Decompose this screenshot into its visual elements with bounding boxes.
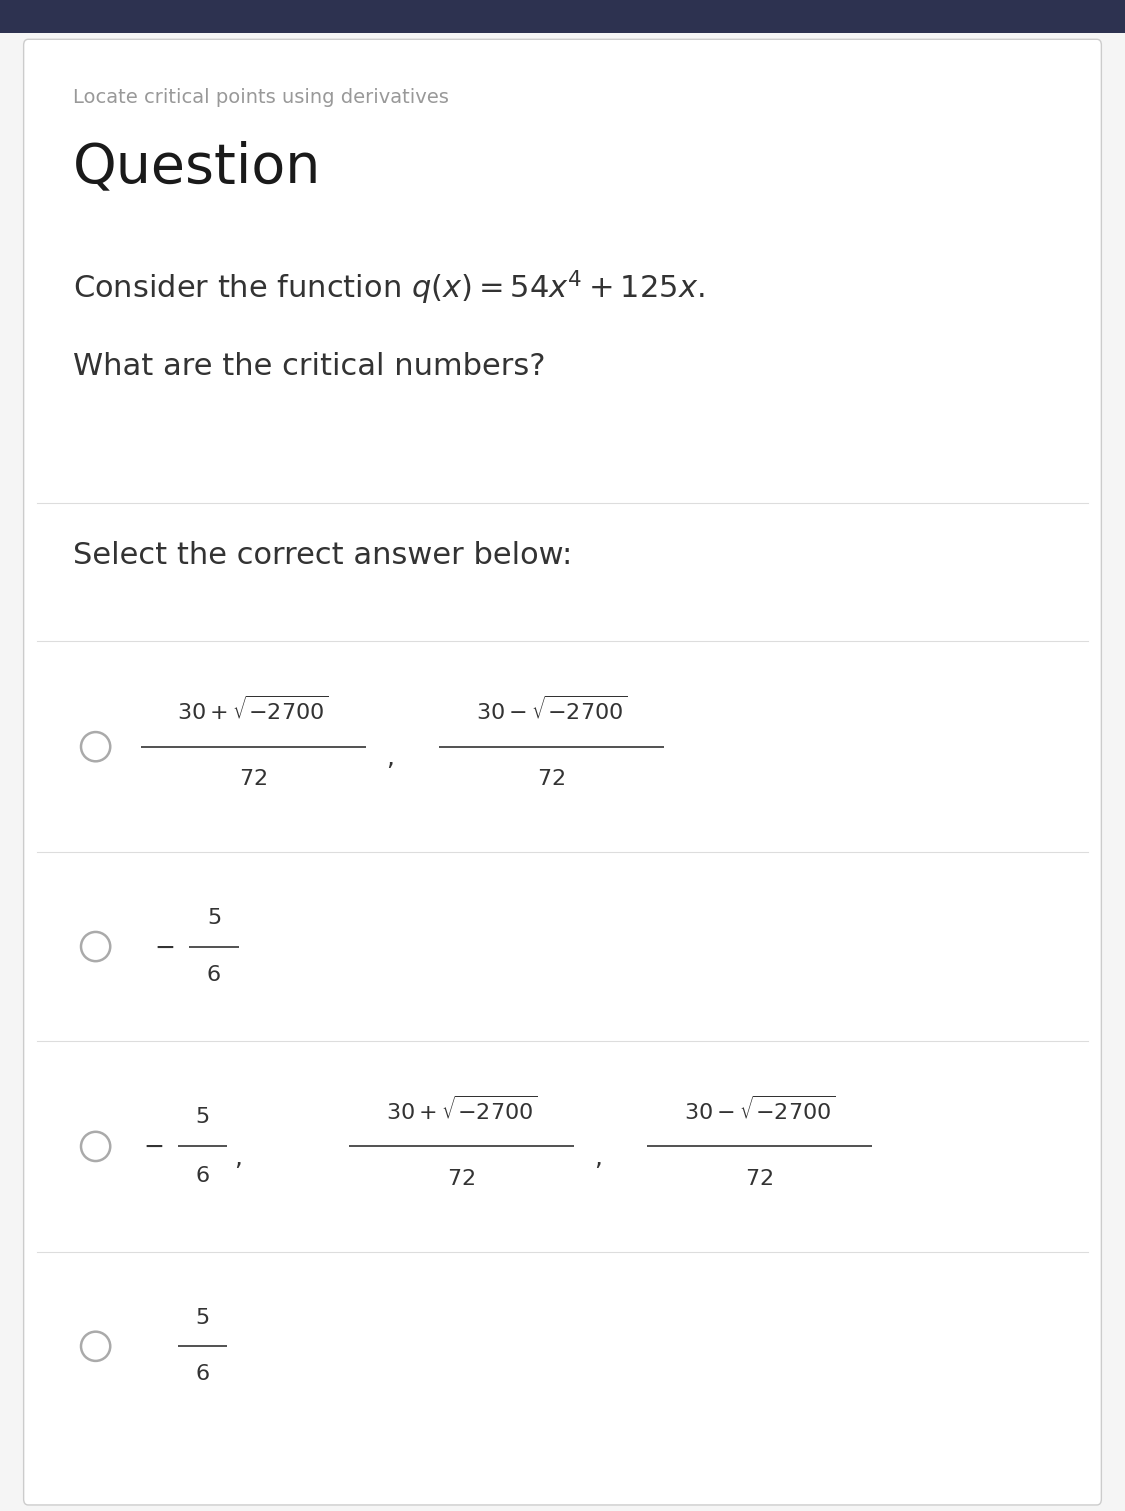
FancyBboxPatch shape xyxy=(24,39,1101,1505)
Text: $6$: $6$ xyxy=(195,1165,210,1186)
Text: $30+\sqrt{-2700}$: $30+\sqrt{-2700}$ xyxy=(178,695,328,724)
Text: $5$: $5$ xyxy=(196,1108,209,1127)
Text: Consider the function $q(x) = 54x^4 + 125x$.: Consider the function $q(x) = 54x^4 + 12… xyxy=(73,269,704,307)
Text: $72$: $72$ xyxy=(538,769,565,789)
Text: $30-\sqrt{-2700}$: $30-\sqrt{-2700}$ xyxy=(476,695,627,724)
Text: $72$: $72$ xyxy=(746,1170,773,1189)
Text: $5$: $5$ xyxy=(207,908,220,928)
Text: $72$: $72$ xyxy=(240,769,267,789)
Text: $6$: $6$ xyxy=(206,964,222,985)
Text: What are the critical numbers?: What are the critical numbers? xyxy=(73,352,546,381)
Text: $5$: $5$ xyxy=(196,1309,209,1328)
FancyBboxPatch shape xyxy=(0,0,1125,33)
Text: $30-\sqrt{-2700}$: $30-\sqrt{-2700}$ xyxy=(684,1095,835,1124)
Text: ,: , xyxy=(594,1145,602,1170)
Text: Locate critical points using derivatives: Locate critical points using derivatives xyxy=(73,88,449,107)
Text: $72$: $72$ xyxy=(448,1170,475,1189)
Text: Question: Question xyxy=(73,141,322,195)
Text: ,: , xyxy=(386,746,394,771)
Text: $30+\sqrt{-2700}$: $30+\sqrt{-2700}$ xyxy=(386,1095,537,1124)
Text: ,: , xyxy=(234,1145,242,1170)
Text: $6$: $6$ xyxy=(195,1364,210,1384)
Text: $-$: $-$ xyxy=(154,934,174,958)
Text: Select the correct answer below:: Select the correct answer below: xyxy=(73,541,573,570)
Text: $-$: $-$ xyxy=(143,1135,163,1159)
